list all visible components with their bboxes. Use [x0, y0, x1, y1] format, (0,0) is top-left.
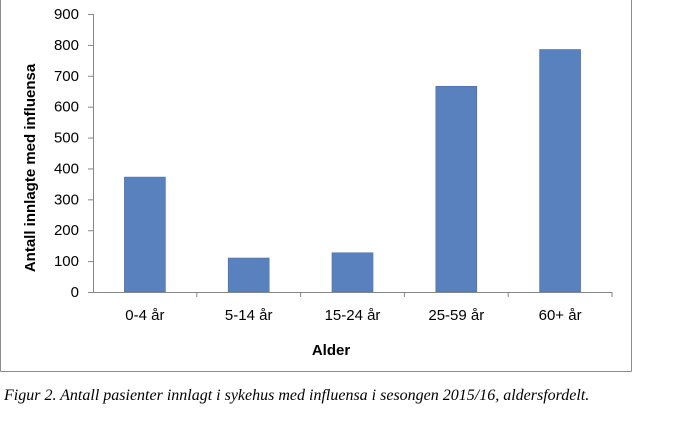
x-axis-tick-labels: 0-4 år 5-14 år 15-24 år 25-59 år 60+ år [125, 292, 613, 324]
y-axis-title: Antall innlagte med influensa [22, 63, 39, 272]
x-tick-label: 15-24 år [325, 307, 381, 324]
chart-frame: 0 100 200 300 400 500 600 700 800 900 0-4 år 5-14 … [0, 0, 632, 372]
y-tick-label: 0 [71, 284, 79, 301]
y-tick-label: 400 [54, 160, 79, 177]
bar-chart: 0 100 200 300 400 500 600 700 800 900 0-4 år 5-14 … [0, 0, 632, 372]
bar [227, 257, 270, 293]
y-tick-label: 800 [54, 37, 79, 54]
y-tick-label: 500 [54, 130, 79, 147]
figure-caption: Figur 2. Antall pasienter innlagt i syke… [4, 387, 590, 404]
bar [539, 49, 581, 293]
bar [435, 85, 478, 293]
x-tick-label: 60+ år [539, 307, 582, 324]
bar [331, 252, 374, 293]
x-tick-label: 0-4 år [125, 307, 164, 324]
y-tick-label: 100 [54, 253, 79, 270]
bar-series [124, 49, 581, 293]
y-tick-label: 200 [54, 222, 79, 239]
x-tick-label: 25-59 år [428, 307, 484, 324]
y-tick-label: 900 [54, 6, 79, 23]
y-tick-label: 600 [54, 99, 79, 116]
x-tick-label: 5-14 år [225, 307, 273, 324]
y-axis-tick-labels: 0 100 200 300 400 500 600 700 800 900 [54, 6, 93, 301]
y-tick-label: 300 [54, 191, 79, 208]
y-tick-label: 700 [54, 68, 79, 85]
bar [124, 176, 166, 293]
x-axis-title: Alder [312, 342, 351, 359]
